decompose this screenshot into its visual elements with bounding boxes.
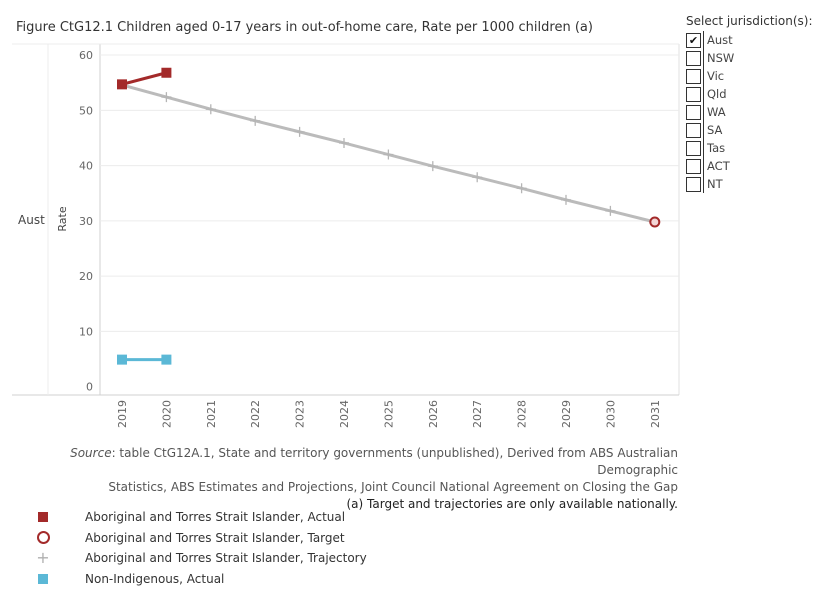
legend-square-icon <box>32 572 54 586</box>
filter-option-sa[interactable]: SA <box>686 121 816 139</box>
filter-option-nt[interactable]: NT <box>686 175 816 193</box>
y-tick-label: 50 <box>79 104 93 117</box>
y-tick-label: 40 <box>79 160 93 173</box>
filter-option-nsw[interactable]: NSW <box>686 49 816 67</box>
trajectory-point <box>294 126 305 137</box>
trajectory-point <box>339 137 349 148</box>
legend-item: Aboriginal and Torres Strait Islander, T… <box>32 528 367 549</box>
x-tick-label: 2021 <box>205 400 218 428</box>
y-tick-label: 60 <box>79 49 93 62</box>
filter-option-label: ACT <box>703 157 730 175</box>
filter-title: Select jurisdiction(s): <box>686 14 813 28</box>
jurisdiction-filter: Select jurisdiction(s): ✔ Aust NSW Vic Qld WA… <box>686 14 816 193</box>
filter-option-qld[interactable]: Qld <box>686 85 816 103</box>
indigenous-actual-point <box>161 67 172 78</box>
indigenous-actual-point <box>117 79 127 90</box>
x-tick-label: 2030 <box>604 400 617 428</box>
filter-option-vic[interactable]: Vic <box>686 67 816 85</box>
source-line-2: Statistics, ABS Estimates and Projection… <box>108 480 678 494</box>
legend-item: Non-Indigenous, Actual <box>32 569 367 590</box>
trajectory-point <box>427 161 438 172</box>
indigenous-actual-line <box>121 71 167 86</box>
x-tick-label: 2020 <box>160 400 173 428</box>
y-axis-title: Rate <box>56 206 69 231</box>
chart-title: Figure CtG12.1 Children aged 0-17 years … <box>16 20 593 35</box>
filter-checkbox-act[interactable] <box>686 158 701 174</box>
x-tick-label: 2024 <box>338 400 351 428</box>
x-tick-label: 2026 <box>427 400 440 428</box>
x-tick-label: 2028 <box>516 400 529 428</box>
filter-checkbox-tas[interactable] <box>686 140 701 156</box>
non-indigenous-actual-point <box>117 354 127 365</box>
filter-option-label: NT <box>703 175 723 193</box>
target-point <box>649 216 661 228</box>
x-tick-label: 2023 <box>294 400 307 428</box>
source-line-1: Source: table CtG12A.1, State and territ… <box>0 445 678 479</box>
source-label: Source <box>70 446 112 460</box>
x-tick-label: 2027 <box>471 400 484 428</box>
trajectory-point <box>516 183 527 194</box>
x-tick-label: 2022 <box>249 400 262 428</box>
row-label: Aust <box>18 213 45 227</box>
filter-option-label: Qld <box>703 85 727 103</box>
filter-option-wa[interactable]: WA <box>686 103 816 121</box>
legend-item: + Aboriginal and Torres Strait Islander, … <box>32 548 367 569</box>
filter-option-act[interactable]: ACT <box>686 157 816 175</box>
filter-option-label: Vic <box>703 67 724 85</box>
legend-label: Aboriginal and Torres Strait Islander, A… <box>85 510 346 525</box>
trajectory-point <box>472 172 483 183</box>
legend: Aboriginal and Torres Strait Islander, A… <box>32 507 367 590</box>
filter-options: ✔ Aust NSW Vic Qld WA SA Tas ACT NT <box>686 31 816 193</box>
trajectory-point <box>250 115 261 126</box>
filter-option-label: NSW <box>703 49 734 67</box>
x-tick-label: 2019 <box>116 400 129 428</box>
chart-notes: Source: table CtG12A.1, State and territ… <box>0 445 678 513</box>
filter-checkbox-sa[interactable] <box>686 122 701 138</box>
filter-option-label: WA <box>703 103 726 121</box>
legend-circle-icon <box>32 531 54 545</box>
filter-option-label: Aust <box>703 31 733 49</box>
y-tick-label: 30 <box>79 215 93 228</box>
filter-checkbox-nt[interactable] <box>686 176 701 192</box>
trajectory-point <box>161 92 172 103</box>
legend-square-icon <box>32 510 54 524</box>
x-tick-label: 2031 <box>649 400 662 428</box>
legend-item: Aboriginal and Torres Strait Islander, A… <box>32 507 367 528</box>
legend-label: Aboriginal and Torres Strait Islander, T… <box>85 551 367 566</box>
y-tick-label: 20 <box>79 270 93 283</box>
y-tick-label: 10 <box>79 325 93 338</box>
trajectory-point <box>561 194 571 205</box>
trajectory-point <box>383 149 394 160</box>
filter-checkbox-qld[interactable] <box>686 86 701 102</box>
filter-checkbox-aust[interactable]: ✔ <box>686 32 701 48</box>
trajectory-point <box>205 104 216 115</box>
filter-checkbox-nsw[interactable] <box>686 50 701 66</box>
y-tick-label: 0 <box>86 381 93 394</box>
non-indigenous-actual-point <box>161 354 172 365</box>
filter-checkbox-wa[interactable] <box>686 104 701 120</box>
legend-label: Aboriginal and Torres Strait Islander, T… <box>85 530 345 545</box>
filter-checkbox-vic[interactable] <box>686 68 701 84</box>
filter-option-label: Tas <box>703 139 725 157</box>
trajectory-point <box>605 205 616 216</box>
legend-plus-icon: + <box>36 548 50 568</box>
x-tick-label: 2025 <box>382 400 395 428</box>
filter-option-aust[interactable]: ✔ Aust <box>686 31 816 49</box>
filter-option-tas[interactable]: Tas <box>686 139 816 157</box>
legend-label: Non-Indigenous, Actual <box>85 571 225 586</box>
x-tick-label: 2029 <box>560 400 573 428</box>
filter-option-label: SA <box>703 121 722 139</box>
source-text: : table CtG12A.1, State and territory go… <box>111 446 678 477</box>
footnote: (a) Target and trajectories are only ava… <box>346 497 679 511</box>
